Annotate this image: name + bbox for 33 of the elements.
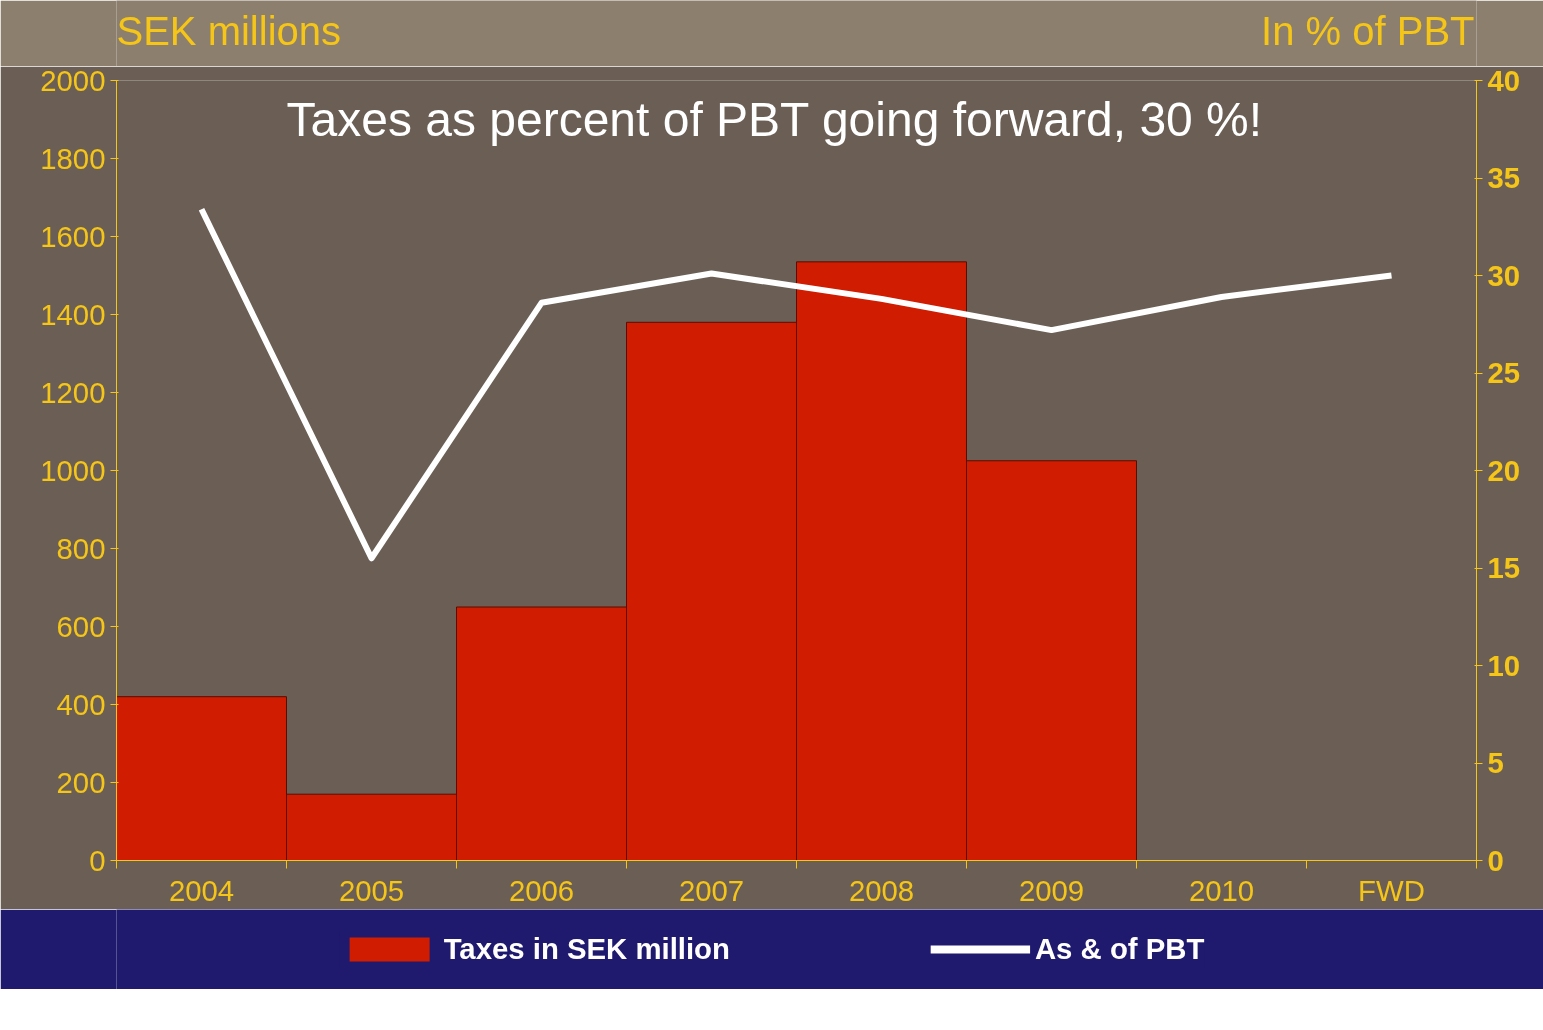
y2-tick-label: 10: [1487, 648, 1521, 682]
y2-tick-label: 25: [1487, 356, 1521, 389]
x-tick-label: 2010: [1188, 873, 1255, 907]
x-tick-label: 2004: [168, 873, 235, 907]
y-tick-label: 400: [56, 687, 106, 721]
y2-tick-label: 30: [1487, 258, 1521, 292]
x-tick-label: 2005: [338, 873, 405, 907]
chart-title: Taxes as percent of PBT going forward, 30 %!: [286, 93, 1263, 146]
y-tick-label: 1800: [40, 141, 106, 175]
x-tick-label: 2007: [678, 873, 745, 907]
y2-tick-label: 35: [1487, 161, 1521, 194]
y-tick-label: 600: [56, 609, 106, 643]
y-tick-label: 2000: [40, 63, 106, 97]
y2-tick-label: 40: [1487, 63, 1521, 97]
y-tick-label: 200: [56, 765, 106, 799]
y-axis-title: SEK millions: [116, 8, 342, 53]
y-tick-label: 1000: [40, 453, 106, 487]
y2-axis-title: In % of PBT: [1261, 8, 1475, 53]
x-tick-label: 2008: [848, 873, 915, 907]
y-tick-label: 1200: [40, 375, 106, 409]
y-tick-label: 1600: [40, 219, 106, 253]
y-tick-label: 800: [56, 531, 106, 565]
legend-label: As & of PBT: [1034, 932, 1205, 966]
x-tick-label: 2009: [1018, 873, 1085, 907]
x-tick-label: FWD: [1358, 873, 1425, 907]
y2-tick-label: 0: [1487, 843, 1504, 877]
y2-tick-label: 15: [1487, 551, 1521, 584]
x-tick-label: 2006: [508, 873, 575, 907]
y2-tick-label: 5: [1487, 746, 1504, 779]
y-tick-label: 0: [89, 843, 106, 877]
legend-label: Taxes in SEK million: [443, 932, 730, 966]
y2-tick-label: 20: [1487, 453, 1521, 487]
y-tick-label: 1400: [40, 297, 106, 331]
